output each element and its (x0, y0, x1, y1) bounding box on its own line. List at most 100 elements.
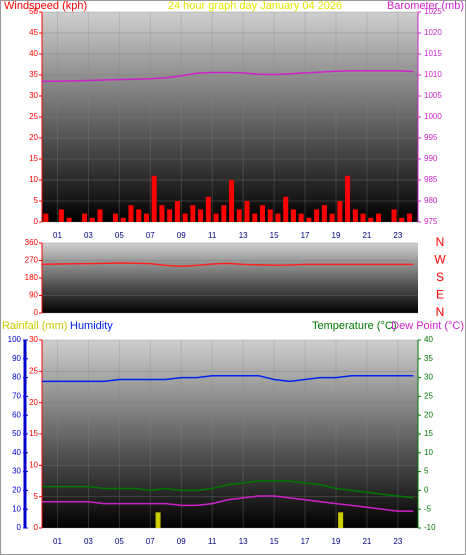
x-tick-label: 11 (208, 537, 217, 546)
y-tick-label: 20 (29, 133, 38, 142)
y-tick-label: 40 (29, 49, 38, 58)
bar (352, 209, 358, 222)
y-tick-label: 5 (34, 492, 39, 501)
y2-tick-label: 980 (424, 196, 438, 205)
x-tick-label: 15 (270, 231, 279, 240)
compass-label: N (436, 235, 445, 249)
y3-tick-label: 80 (12, 373, 21, 382)
bar (89, 217, 95, 222)
y2-tick-label: -10 (424, 523, 436, 532)
bar (391, 209, 397, 222)
y2-tick-label: 20 (424, 410, 433, 419)
y3-tick-label: 100 (8, 335, 22, 344)
compass-label: W (434, 253, 446, 267)
bar (43, 213, 49, 222)
x-tick-label: 01 (53, 537, 62, 546)
y-tick-label: 10 (29, 460, 38, 469)
y2-tick-label: 985 (424, 175, 438, 184)
y-tick-label: 30 (29, 335, 38, 344)
y-tick-label: 90 (29, 291, 38, 300)
bar (151, 175, 157, 222)
bar (368, 217, 374, 222)
x-tick-label: 07 (146, 231, 155, 240)
x-tick-label: 09 (177, 537, 186, 546)
bar (244, 201, 250, 222)
y2-tick-label: 1020 (424, 28, 442, 37)
y-tick-label: 5 (34, 196, 39, 205)
bar (321, 205, 327, 222)
bar (267, 209, 273, 222)
y-tick-label: 45 (29, 28, 38, 37)
bar (120, 217, 126, 222)
bar (252, 213, 258, 222)
bar (275, 213, 281, 222)
y2-tick-label: 975 (424, 217, 438, 226)
y-tick-label: 50 (29, 7, 38, 16)
series-label: Rainfall (mm) (2, 320, 67, 332)
y-tick-label: 35 (29, 70, 38, 79)
y3-tick-label: 20 (12, 486, 21, 495)
bar (376, 213, 382, 222)
bar (213, 213, 219, 222)
x-tick-label: 05 (115, 537, 124, 546)
y3-tick-label: 10 (12, 504, 21, 513)
series-label: Temperature (°C) (312, 320, 396, 332)
bar (136, 209, 142, 222)
y-tick-label: 15 (29, 429, 38, 438)
y2-tick-label: 35 (424, 354, 433, 363)
bar (283, 196, 289, 222)
y2-tick-label: 0 (424, 486, 429, 495)
bar (82, 213, 88, 222)
y3-tick-label: 30 (12, 467, 21, 476)
y-tick-label: 180 (25, 273, 39, 282)
y-tick-label: 0 (34, 217, 39, 226)
compass-label: E (436, 288, 444, 302)
bar (236, 209, 242, 222)
series-line (42, 374, 414, 383)
bar (338, 512, 344, 528)
y-tick-label: 0 (34, 523, 39, 532)
series-line (42, 70, 414, 83)
bar (399, 217, 405, 222)
x-tick-label: 11 (208, 231, 217, 240)
y3-tick-label: 60 (12, 410, 21, 419)
bar (112, 213, 118, 222)
y2-tick-label: 1010 (424, 70, 442, 79)
bar (259, 205, 265, 222)
y2-tick-label: -5 (424, 504, 432, 513)
y2-tick-label: 30 (424, 373, 433, 382)
y2-tick-label: 990 (424, 154, 438, 163)
x-tick-label: 13 (239, 231, 248, 240)
series-label: Dew Point (°C) (391, 320, 464, 332)
y3-tick-label: 50 (12, 429, 21, 438)
bar (159, 205, 165, 222)
bar (229, 180, 235, 222)
chart-title: 24 hour graph day January 04 2026 (168, 0, 342, 12)
bar (314, 209, 320, 222)
x-tick-label: 03 (84, 231, 93, 240)
bar (66, 217, 72, 222)
x-tick-label: 05 (115, 231, 124, 240)
bar (345, 175, 351, 222)
y2-tick-label: 40 (424, 335, 433, 344)
y-tick-label: 15 (29, 154, 38, 163)
y3-tick-label: 0 (17, 523, 22, 532)
compass-label: N (436, 305, 445, 319)
series-line (41, 262, 414, 268)
bar (329, 213, 335, 222)
y3-tick-label: 90 (12, 354, 21, 363)
y-tick-label: 20 (29, 398, 38, 407)
x-tick-label: 03 (84, 537, 93, 546)
bar (290, 209, 296, 222)
x-tick-label: 13 (239, 537, 248, 546)
y2-tick-label: 1005 (424, 91, 442, 100)
series-label: Humidity (70, 320, 113, 332)
series-line (42, 495, 414, 512)
y2-tick-label: 25 (424, 392, 433, 401)
series-line (42, 480, 414, 499)
bar (298, 213, 304, 222)
x-tick-label: 19 (332, 537, 341, 546)
y-tick-label: 360 (25, 238, 39, 247)
plot-background (42, 340, 418, 528)
